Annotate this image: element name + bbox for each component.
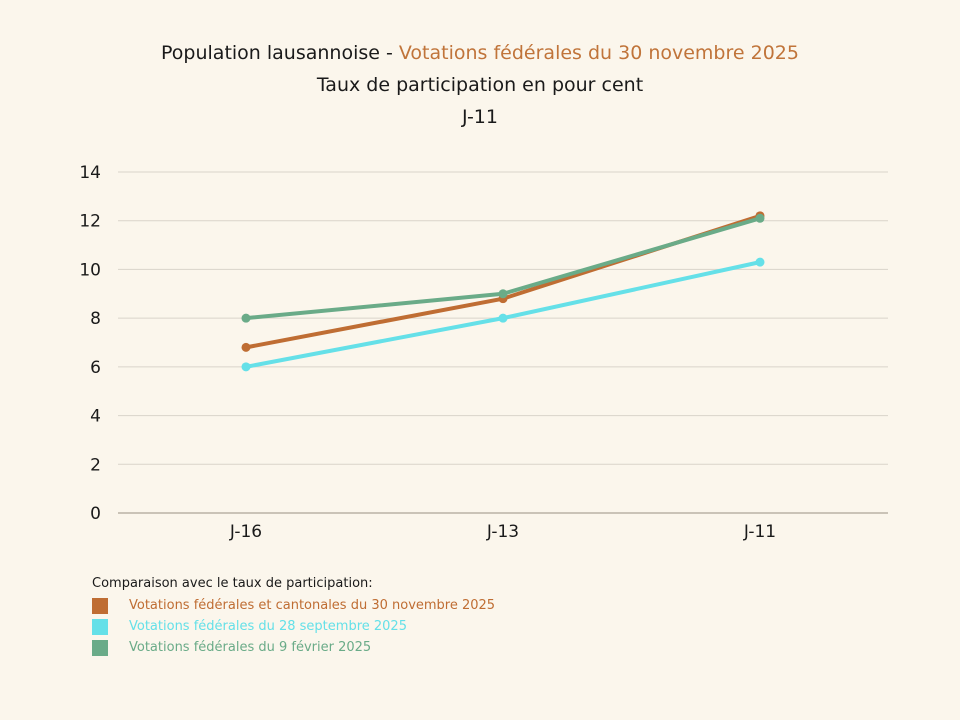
y-tick-label: 10 (79, 260, 101, 280)
chart-title-prefix: Population lausannoise - (161, 42, 399, 64)
x-tick-label: J-16 (229, 522, 262, 542)
chart-subtitle: Taux de participation en pour cent (316, 74, 644, 96)
legend-swatch (92, 597, 108, 614)
data-point (241, 313, 251, 323)
y-tick-label: 4 (90, 407, 101, 427)
legend-swatch (92, 618, 108, 635)
data-point (755, 213, 765, 223)
y-tick-label: 12 (79, 212, 101, 232)
series-line (244, 216, 762, 321)
data-point (241, 362, 251, 372)
y-tick-label: 0 (90, 504, 101, 524)
legend-item: Votations fédérales et cantonales du 30 … (92, 595, 495, 616)
legend-heading: Comparaison avec le taux de participatio… (92, 576, 373, 591)
series-line (244, 213, 762, 350)
y-tick-label: 6 (90, 358, 101, 378)
legend-label: Votations fédérales du 28 septembre 2025 (129, 619, 407, 634)
x-tick-label: J-13 (486, 522, 519, 542)
legend: Comparaison avec le taux de participatio… (92, 576, 495, 658)
y-tick-label: 8 (90, 309, 101, 329)
legend-label: Votations fédérales et cantonales du 30 … (129, 598, 496, 613)
chart-title-highlight: Votations fédérales du 30 novembre 2025 (398, 42, 799, 64)
y-tick-label: 14 (79, 163, 101, 183)
data-point (755, 257, 765, 267)
data-point (498, 289, 508, 299)
legend-swatch (92, 639, 108, 656)
chart-day-label: J-11 (462, 106, 498, 128)
y-tick-label: 2 (90, 455, 101, 475)
legend-item: Votations fédérales du 9 février 2025 (92, 637, 495, 658)
legend-item: Votations fédérales du 28 septembre 2025 (92, 616, 495, 637)
chart-title: Population lausannoise - Votations fédér… (0, 42, 960, 64)
data-point (241, 342, 251, 352)
data-point (498, 313, 508, 323)
x-tick-label: J-11 (743, 522, 776, 542)
legend-label: Votations fédérales du 9 février 2025 (129, 640, 372, 655)
